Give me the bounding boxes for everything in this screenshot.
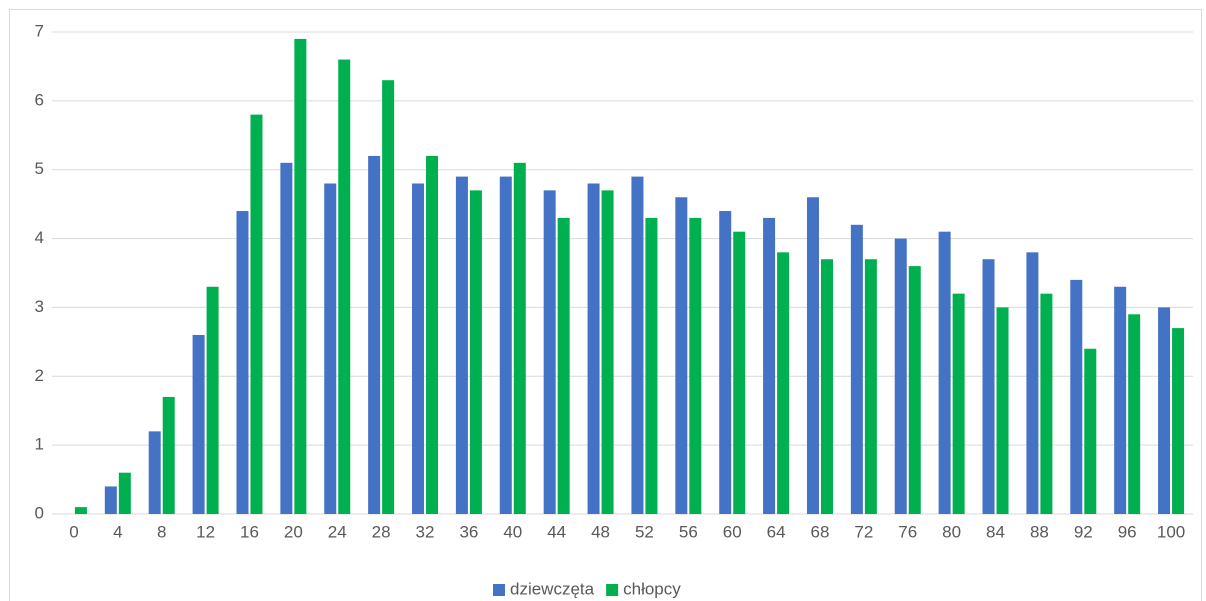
x-tick-label: 52 [635,522,654,541]
x-tick-label: 72 [854,522,873,541]
bar [469,190,482,514]
legend-label: dziewczęta [510,579,595,598]
y-tick-label: 4 [35,228,44,247]
bar [426,155,439,514]
bar [601,190,614,514]
y-tick-label: 1 [35,435,44,454]
bar [236,211,249,514]
x-tick-label: 28 [372,522,391,541]
bar [1114,286,1127,514]
bar [412,183,425,514]
bar [148,431,161,514]
x-tick-label: 68 [811,522,830,541]
y-tick-label: 7 [35,21,44,40]
bar [587,183,600,514]
bar [952,293,965,514]
bar [1070,279,1083,514]
y-tick-label: 0 [35,503,44,522]
y-tick-label: 3 [35,297,44,316]
bar [864,259,877,514]
bar [1084,348,1097,514]
bar [719,211,732,514]
x-tick-label: 48 [591,522,610,541]
x-tick-label: 4 [113,522,122,541]
y-tick-label: 2 [35,366,44,385]
bar [645,217,658,514]
x-tick-label: 0 [69,522,78,541]
bar [1128,314,1141,514]
bar [982,259,995,514]
x-tick-label: 44 [547,522,566,541]
bar [280,162,293,515]
x-tick-label: 8 [157,522,166,541]
bar [938,231,951,514]
bar [455,176,468,514]
x-tick-label: 64 [767,522,786,541]
bar [162,396,175,514]
bar [675,197,688,514]
x-tick-label: 100 [1157,522,1185,541]
x-tick-label: 24 [328,522,347,541]
x-tick-label: 56 [679,522,698,541]
bar [1040,293,1053,514]
bar [382,80,395,514]
bar [1158,307,1171,514]
bar [820,259,833,514]
x-tick-label: 32 [416,522,435,541]
bar [294,38,307,515]
bar [996,307,1009,514]
x-tick-label: 36 [459,522,478,541]
bar [543,190,556,514]
x-tick-label: 80 [942,522,961,541]
bar [1172,328,1185,514]
bar [850,224,863,515]
bar [74,507,87,514]
bar [250,114,263,514]
x-tick-label: 12 [196,522,215,541]
bar [368,155,381,514]
bar [631,176,644,514]
bar [104,486,117,514]
legend-label: chłopcy [623,579,681,598]
bar [324,183,337,514]
bar [733,231,746,514]
bar [338,59,351,515]
y-tick-label: 5 [35,159,44,178]
bar [513,162,526,515]
y-tick-label: 6 [35,90,44,109]
x-tick-label: 40 [503,522,522,541]
x-tick-label: 20 [284,522,303,541]
x-tick-label: 84 [986,522,1005,541]
bar [192,334,205,514]
x-tick-label: 60 [723,522,742,541]
bar [894,238,907,515]
bar [806,197,819,514]
bar [118,472,131,514]
bar [689,217,702,514]
x-tick-label: 88 [1030,522,1049,541]
bar [557,217,570,514]
x-tick-label: 16 [240,522,259,541]
bar [777,252,790,515]
bar [499,176,512,514]
chart-border [9,9,1202,601]
bar [206,286,219,514]
x-tick-label: 76 [898,522,917,541]
bar [908,266,921,514]
bar [1026,252,1039,515]
x-tick-label: 92 [1074,522,1093,541]
bar [763,217,776,514]
legend-swatch [493,584,505,596]
x-tick-label: 96 [1118,522,1137,541]
legend-swatch [606,584,619,596]
